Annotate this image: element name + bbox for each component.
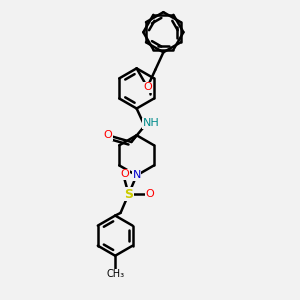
Text: NH: NH — [143, 118, 160, 128]
Text: O: O — [146, 189, 154, 199]
Text: O: O — [120, 169, 129, 179]
Text: S: S — [124, 188, 133, 201]
Text: CH₃: CH₃ — [106, 269, 124, 280]
Text: O: O — [103, 130, 112, 140]
Text: N: N — [132, 170, 141, 180]
Text: O: O — [143, 82, 152, 92]
